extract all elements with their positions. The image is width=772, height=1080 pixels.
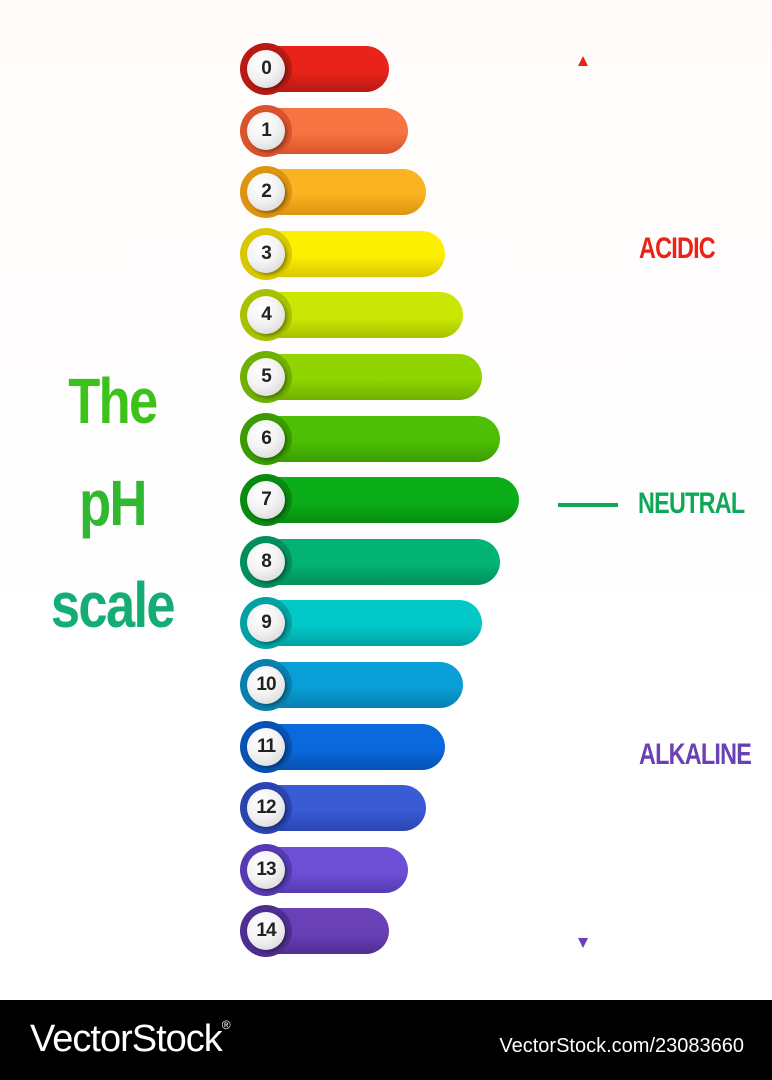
ph-badge-10: 10 [240, 659, 292, 711]
registered-mark: ® [221, 1018, 231, 1032]
ph-badge-1: 1 [240, 104, 292, 157]
ph-value: 2 [247, 173, 285, 212]
ph-badge-3: 3 [240, 227, 292, 280]
ph-value: 12 [247, 789, 285, 828]
ph-value: 4 [247, 296, 285, 335]
ph-value: 11 [247, 727, 285, 766]
ph-badge-11: 11 [240, 720, 292, 773]
ph-bar-12 [266, 785, 426, 832]
ph-bar-2 [266, 169, 426, 216]
ph-value: 7 [247, 481, 285, 520]
ph-badge-13: 13 [240, 843, 292, 896]
brand-name: VectorStock [30, 1018, 223, 1060]
acidic-arrowhead [578, 56, 588, 66]
ph-value: 14 [247, 912, 285, 951]
ph-bar-8 [266, 538, 500, 585]
brand-logo: VectorStock® [30, 1018, 231, 1061]
ph-bar-6 [266, 415, 500, 462]
ph-badge-14: 14 [240, 905, 292, 958]
title-line-the: The [68, 365, 158, 437]
ph-badge-7: 7 [240, 474, 292, 527]
ph-value: 8 [247, 542, 285, 581]
ph-scale: 0 1 2 3 4 5 6 7 8 9 10 11 12 13 14 [240, 43, 519, 958]
ph-badge-12: 12 [240, 782, 292, 835]
ph-value: 9 [247, 604, 285, 643]
diagram-title: The pH scale [20, 350, 205, 656]
ph-value: 3 [247, 234, 285, 273]
ph-value: 1 [247, 111, 285, 150]
title-line-ph: pH [79, 467, 147, 539]
footer-bar: VectorStock® VectorStock.com/23083660 [0, 1000, 772, 1080]
alkaline-arrowhead [578, 938, 588, 948]
ph-bar-3 [266, 230, 445, 277]
ph-badge-6: 6 [240, 412, 292, 465]
ph-bar-10 [266, 662, 463, 708]
title-line-scale: scale [50, 569, 176, 641]
ph-bar-9 [266, 600, 482, 647]
ph-badge-0: 0 [240, 43, 292, 95]
ph-badge-8: 8 [240, 535, 292, 588]
alkaline-label: ALKALINE [639, 738, 752, 771]
ph-badge-4: 4 [240, 289, 292, 342]
ph-value: 6 [247, 419, 285, 458]
image-id: VectorStock.com/23083660 [499, 1035, 744, 1057]
ph-badge-9: 9 [240, 597, 292, 650]
acidic-label: ACIDIC [639, 232, 716, 265]
neutral-label: NEUTRAL [638, 487, 745, 520]
ph-bar-7 [266, 477, 519, 524]
ph-value: 13 [247, 850, 285, 889]
ph-bar-11 [266, 723, 445, 770]
ph-value: 10 [247, 666, 285, 704]
ph-bar-5 [266, 354, 482, 400]
ph-bar-4 [266, 292, 463, 339]
acidity-axis [558, 56, 618, 948]
ph-badge-5: 5 [240, 351, 292, 403]
ph-value: 5 [247, 358, 285, 396]
ph-badge-2: 2 [240, 166, 292, 219]
ph-value: 0 [247, 50, 285, 88]
